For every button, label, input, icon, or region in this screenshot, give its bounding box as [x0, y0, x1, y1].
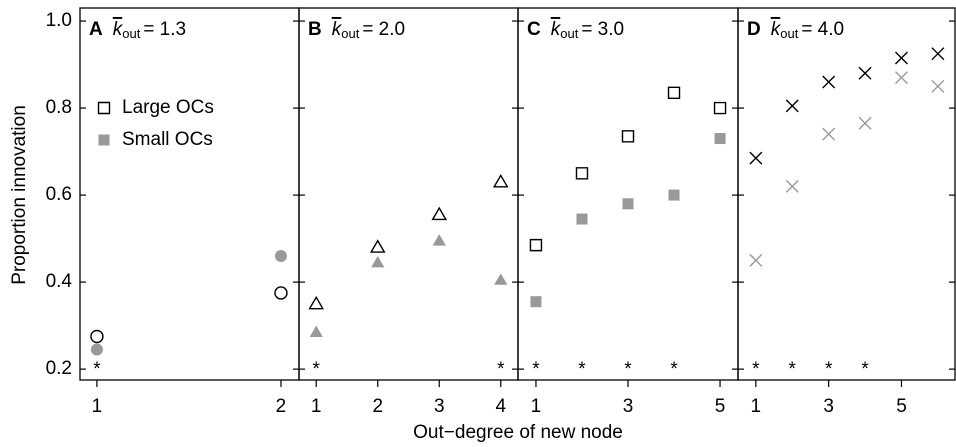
significance-star: * [93, 359, 101, 380]
k-symbol: k [113, 19, 124, 40]
marker [274, 250, 287, 262]
significance-star: * [752, 359, 760, 380]
marker [432, 234, 446, 246]
legend-label: Large OCs [122, 97, 214, 118]
marker [714, 133, 726, 145]
k-subscript: out [560, 26, 578, 41]
x-tick-label: 1 [92, 396, 103, 417]
k-subscript: out [122, 26, 140, 41]
k-symbol: k [332, 19, 343, 40]
marker [894, 51, 908, 65]
marker [785, 99, 799, 113]
k-value: = 2.0 [362, 19, 405, 40]
marker [931, 47, 945, 61]
marker [274, 286, 288, 300]
marker [530, 296, 542, 308]
x-tick-label: 2 [276, 396, 287, 417]
marker [369, 239, 386, 253]
marker [308, 295, 325, 310]
marker [622, 198, 634, 210]
k-subscript: out [341, 26, 359, 41]
y-tick-label: 0.2 [46, 358, 72, 379]
marker [575, 167, 589, 180]
panel-frame [737, 7, 956, 381]
k-value: = 1.3 [143, 19, 186, 40]
marker [667, 86, 681, 100]
x-tick-label: 1 [531, 396, 542, 417]
marker [822, 127, 836, 141]
significance-star: * [497, 359, 505, 380]
marker [621, 130, 635, 143]
x-tick-label: 1 [311, 396, 322, 417]
k-value: = 3.0 [581, 19, 624, 40]
marker [894, 71, 908, 85]
panel-frame [517, 7, 739, 381]
panel-letter: C [527, 19, 541, 40]
marker [98, 134, 110, 146]
marker [858, 66, 872, 80]
significance-star: * [532, 359, 540, 380]
significance-star: * [313, 359, 321, 380]
significance-star: * [624, 359, 632, 380]
panel-frame [79, 7, 300, 381]
marker [931, 79, 945, 93]
y-tick-label: 0.8 [46, 97, 72, 118]
marker [668, 189, 680, 201]
k-symbol: k [771, 19, 782, 40]
x-tick-label: 2 [372, 396, 383, 417]
panel-frame [298, 7, 519, 381]
x-tick-label: 3 [823, 396, 834, 417]
significance-star: * [861, 359, 869, 380]
x-tick-label: 3 [434, 396, 445, 417]
marker [749, 253, 763, 267]
marker [529, 238, 543, 252]
y-axis-label: Proportion innovation [9, 105, 30, 285]
k-value: = 4.0 [801, 19, 844, 40]
marker [492, 174, 509, 188]
panel-letter: D [747, 19, 761, 40]
significance-star: * [578, 359, 586, 380]
marker [90, 343, 103, 356]
y-tick-label: 0.4 [46, 271, 73, 292]
k-symbol: k [551, 19, 562, 40]
panel-letter: A [89, 19, 103, 40]
legend-label: Small OCs [122, 129, 213, 150]
significance-star: * [825, 359, 833, 380]
marker [749, 151, 763, 165]
x-tick-label: 4 [495, 396, 506, 417]
y-tick-label: 0.6 [46, 184, 72, 205]
marker [713, 101, 727, 115]
marker [431, 206, 448, 221]
marker [371, 255, 385, 268]
marker [576, 213, 588, 225]
x-tick-label: 5 [896, 396, 907, 417]
panel-letter: B [308, 19, 322, 40]
marker [822, 75, 836, 89]
marker [858, 116, 872, 130]
significance-star: * [789, 359, 797, 380]
marker [494, 273, 508, 285]
marker [309, 325, 323, 337]
marker [90, 329, 104, 344]
x-axis-label: Out−degree of new node [413, 422, 623, 443]
significance-star: * [670, 359, 678, 380]
x-tick-label: 3 [623, 396, 634, 417]
y-tick-label: 1.0 [46, 10, 72, 31]
k-subscript: out [780, 26, 798, 41]
marker [97, 101, 111, 115]
marker [785, 179, 799, 193]
x-tick-label: 5 [715, 396, 726, 417]
x-tick-label: 1 [751, 396, 762, 417]
